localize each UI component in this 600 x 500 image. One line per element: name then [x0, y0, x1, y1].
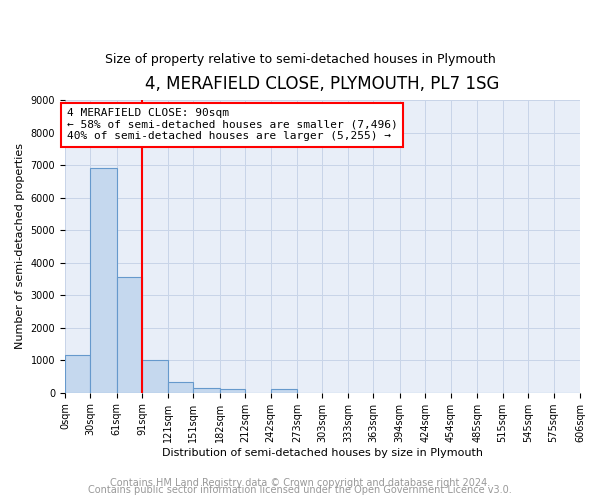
- Bar: [65, 356, 91, 393]
- Text: 4 MERAFIELD CLOSE: 90sqm
← 58% of semi-detached houses are smaller (7,496)
40% o: 4 MERAFIELD CLOSE: 90sqm ← 58% of semi-d…: [67, 108, 397, 142]
- Bar: [117, 278, 142, 392]
- Title: 4, MERAFIELD CLOSE, PLYMOUTH, PL7 1SG: 4, MERAFIELD CLOSE, PLYMOUTH, PL7 1SG: [145, 75, 500, 93]
- X-axis label: Distribution of semi-detached houses by size in Plymouth: Distribution of semi-detached houses by …: [162, 448, 483, 458]
- Bar: [193, 388, 220, 392]
- Bar: [168, 382, 193, 392]
- Y-axis label: Number of semi-detached properties: Number of semi-detached properties: [15, 144, 25, 350]
- Text: Contains public sector information licensed under the Open Government Licence v3: Contains public sector information licen…: [88, 485, 512, 495]
- Text: Contains HM Land Registry data © Crown copyright and database right 2024.: Contains HM Land Registry data © Crown c…: [110, 478, 490, 488]
- Bar: [91, 168, 117, 392]
- Bar: [142, 360, 168, 392]
- Bar: [220, 390, 245, 392]
- Text: Size of property relative to semi-detached houses in Plymouth: Size of property relative to semi-detach…: [104, 52, 496, 66]
- Bar: [271, 390, 297, 392]
